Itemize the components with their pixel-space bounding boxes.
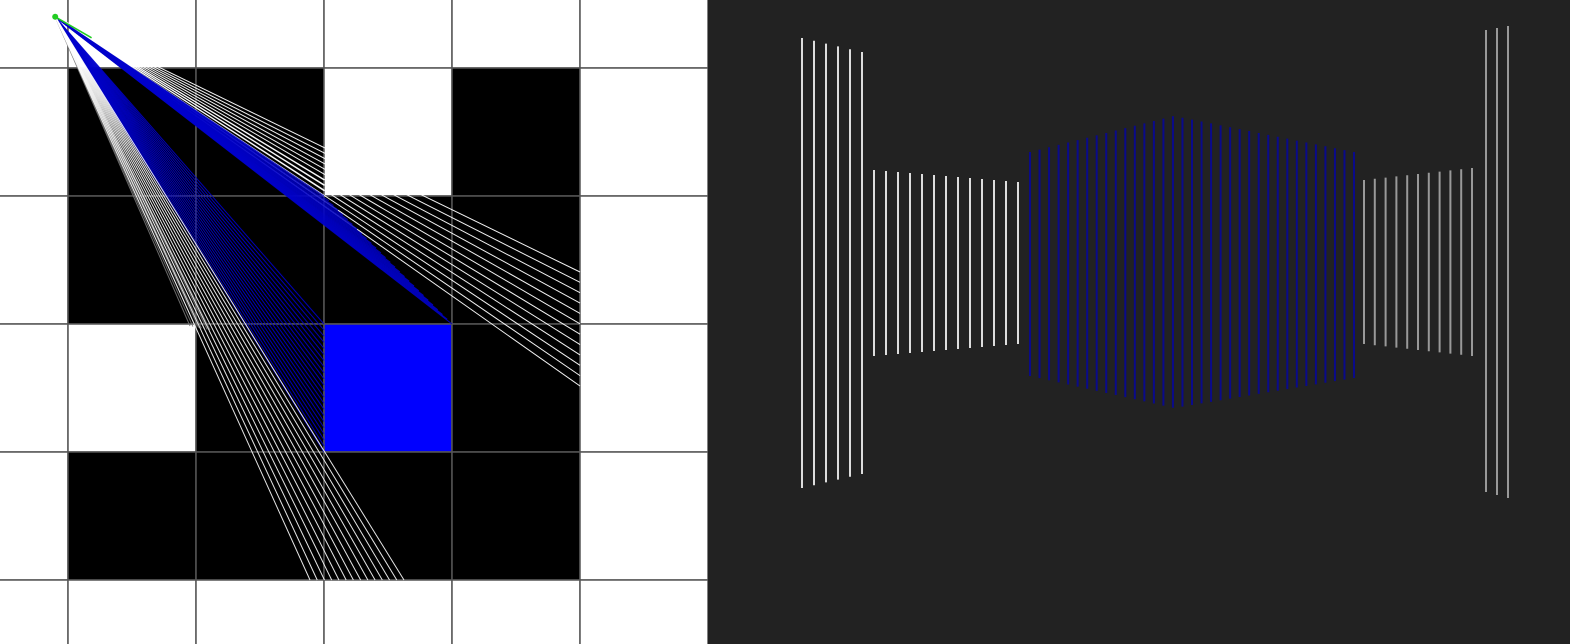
ray xyxy=(54,16,581,325)
ray xyxy=(54,16,581,356)
ray-blue xyxy=(54,16,325,343)
floor-cell[interactable] xyxy=(0,0,69,69)
target-wall-cell[interactable] xyxy=(323,323,453,453)
floor-cell[interactable] xyxy=(0,323,69,453)
ray xyxy=(54,16,325,581)
floor-cell[interactable] xyxy=(451,579,581,644)
wall-cell[interactable] xyxy=(451,67,581,197)
floor-cell[interactable] xyxy=(195,0,325,69)
floor-cell[interactable] xyxy=(0,451,69,581)
ray-blue xyxy=(54,16,325,441)
view-background xyxy=(708,0,1570,644)
player-heading xyxy=(54,16,92,39)
ray xyxy=(54,16,347,581)
wall-cell[interactable] xyxy=(67,195,197,325)
ray-blue xyxy=(54,16,325,428)
floor-cell[interactable] xyxy=(579,323,708,453)
wall-cell[interactable] xyxy=(451,451,581,581)
ray-blue xyxy=(54,16,325,422)
map-cells xyxy=(0,0,708,644)
ray xyxy=(54,16,311,581)
floor-cell[interactable] xyxy=(0,67,69,197)
ray-blue xyxy=(54,16,325,398)
ray-blue xyxy=(54,16,325,349)
ray xyxy=(54,16,369,581)
floor-cell[interactable] xyxy=(323,67,453,197)
floor-cell[interactable] xyxy=(323,579,453,644)
floor-cell[interactable] xyxy=(579,195,708,325)
ray xyxy=(54,16,333,581)
floor-cell[interactable] xyxy=(579,67,708,197)
ray-blue xyxy=(54,16,325,392)
ray-blue xyxy=(54,16,325,434)
ray xyxy=(54,16,362,581)
ray-blue xyxy=(54,16,325,404)
ray xyxy=(54,16,383,581)
ray xyxy=(54,16,398,581)
ray xyxy=(54,16,581,273)
ray-blue xyxy=(54,16,453,325)
ray xyxy=(54,16,340,581)
ray xyxy=(54,16,581,283)
ray xyxy=(54,16,376,581)
floor-cell[interactable] xyxy=(67,579,197,644)
floor-cell[interactable] xyxy=(0,579,69,644)
floor-cell[interactable] xyxy=(67,323,197,453)
ray-blue xyxy=(54,16,325,380)
ray xyxy=(54,16,581,314)
floor-cell[interactable] xyxy=(579,451,708,581)
ray xyxy=(54,16,581,294)
wall-cell[interactable] xyxy=(451,323,581,453)
ray-blue xyxy=(54,16,325,416)
wall-slices xyxy=(801,26,1509,498)
floor-cell[interactable] xyxy=(323,0,453,69)
floor-cell[interactable] xyxy=(195,579,325,644)
ray-blue xyxy=(54,16,325,367)
top-down-map[interactable] xyxy=(0,0,708,644)
ray xyxy=(54,16,354,581)
floor-cell[interactable] xyxy=(0,195,69,325)
floor-cell[interactable] xyxy=(579,0,708,69)
ray xyxy=(54,16,318,581)
wall-cell[interactable] xyxy=(67,451,197,581)
ray-blue xyxy=(54,16,325,337)
ray xyxy=(54,16,581,304)
ray-blue xyxy=(54,16,325,325)
first-person-view xyxy=(708,0,1570,644)
ray-blue xyxy=(54,16,325,410)
ray-blue xyxy=(54,16,325,361)
ray-blue xyxy=(54,16,325,331)
ray xyxy=(54,16,405,581)
floor-cell[interactable] xyxy=(579,579,708,644)
ray-blue xyxy=(54,16,325,374)
ray xyxy=(54,16,390,581)
ray-blue xyxy=(54,16,325,355)
player-marker xyxy=(52,13,92,39)
ray xyxy=(54,16,581,345)
ray-blue xyxy=(54,16,325,386)
wall-cell[interactable] xyxy=(195,451,325,581)
ray xyxy=(54,16,581,335)
ray-fan xyxy=(54,16,581,581)
floor-cell[interactable] xyxy=(451,0,581,69)
